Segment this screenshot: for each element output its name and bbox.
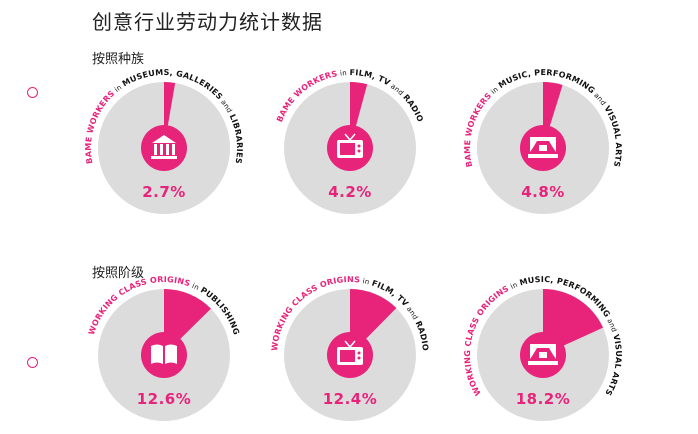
- percentage-label: 4.2%: [328, 183, 372, 201]
- museum-icon: [151, 135, 177, 159]
- section-label-class: 按照阶级: [92, 266, 145, 281]
- pie-chart-6: 18.2%WORKING CLASS ORIGINS in MUSIC, PER…: [463, 275, 623, 421]
- book-icon: [151, 344, 177, 364]
- pie-chart-3: 4.8%BAME WORKERS in MUSIC, PERFORMING an…: [463, 68, 623, 214]
- bullet-marker-class: [27, 357, 38, 368]
- stage-icon: [528, 344, 558, 365]
- tv-icon: [337, 133, 363, 158]
- percentage-label: 18.2%: [516, 390, 571, 408]
- icon-badge: [141, 125, 187, 171]
- pie-chart-5: 12.4%WORKING CLASS ORIGINS in FILM, TV a…: [270, 275, 430, 421]
- percentage-label: 12.6%: [137, 390, 192, 408]
- pie-chart-1: 2.7%BAME WORKERS in MUSEUMS, GALLERIES a…: [84, 68, 244, 214]
- page-title: 创意行业劳动力统计数据: [92, 10, 323, 34]
- percentage-label: 12.4%: [323, 390, 378, 408]
- stage-icon: [528, 137, 558, 158]
- percentage-label: 4.8%: [521, 183, 565, 201]
- pie-chart-2: 4.2%BAME WORKERS in FILM, TV and RADIO: [275, 68, 425, 214]
- tv-icon: [337, 340, 363, 365]
- section-label-ethnicity: 按照种族: [92, 52, 145, 67]
- bullet-marker-ethnicity: [27, 87, 38, 98]
- percentage-label: 2.7%: [142, 183, 186, 201]
- pie-chart-4: 12.6%WORKING CLASS ORIGINS in PUBLISHING: [87, 275, 241, 421]
- icon-badge: [141, 332, 187, 378]
